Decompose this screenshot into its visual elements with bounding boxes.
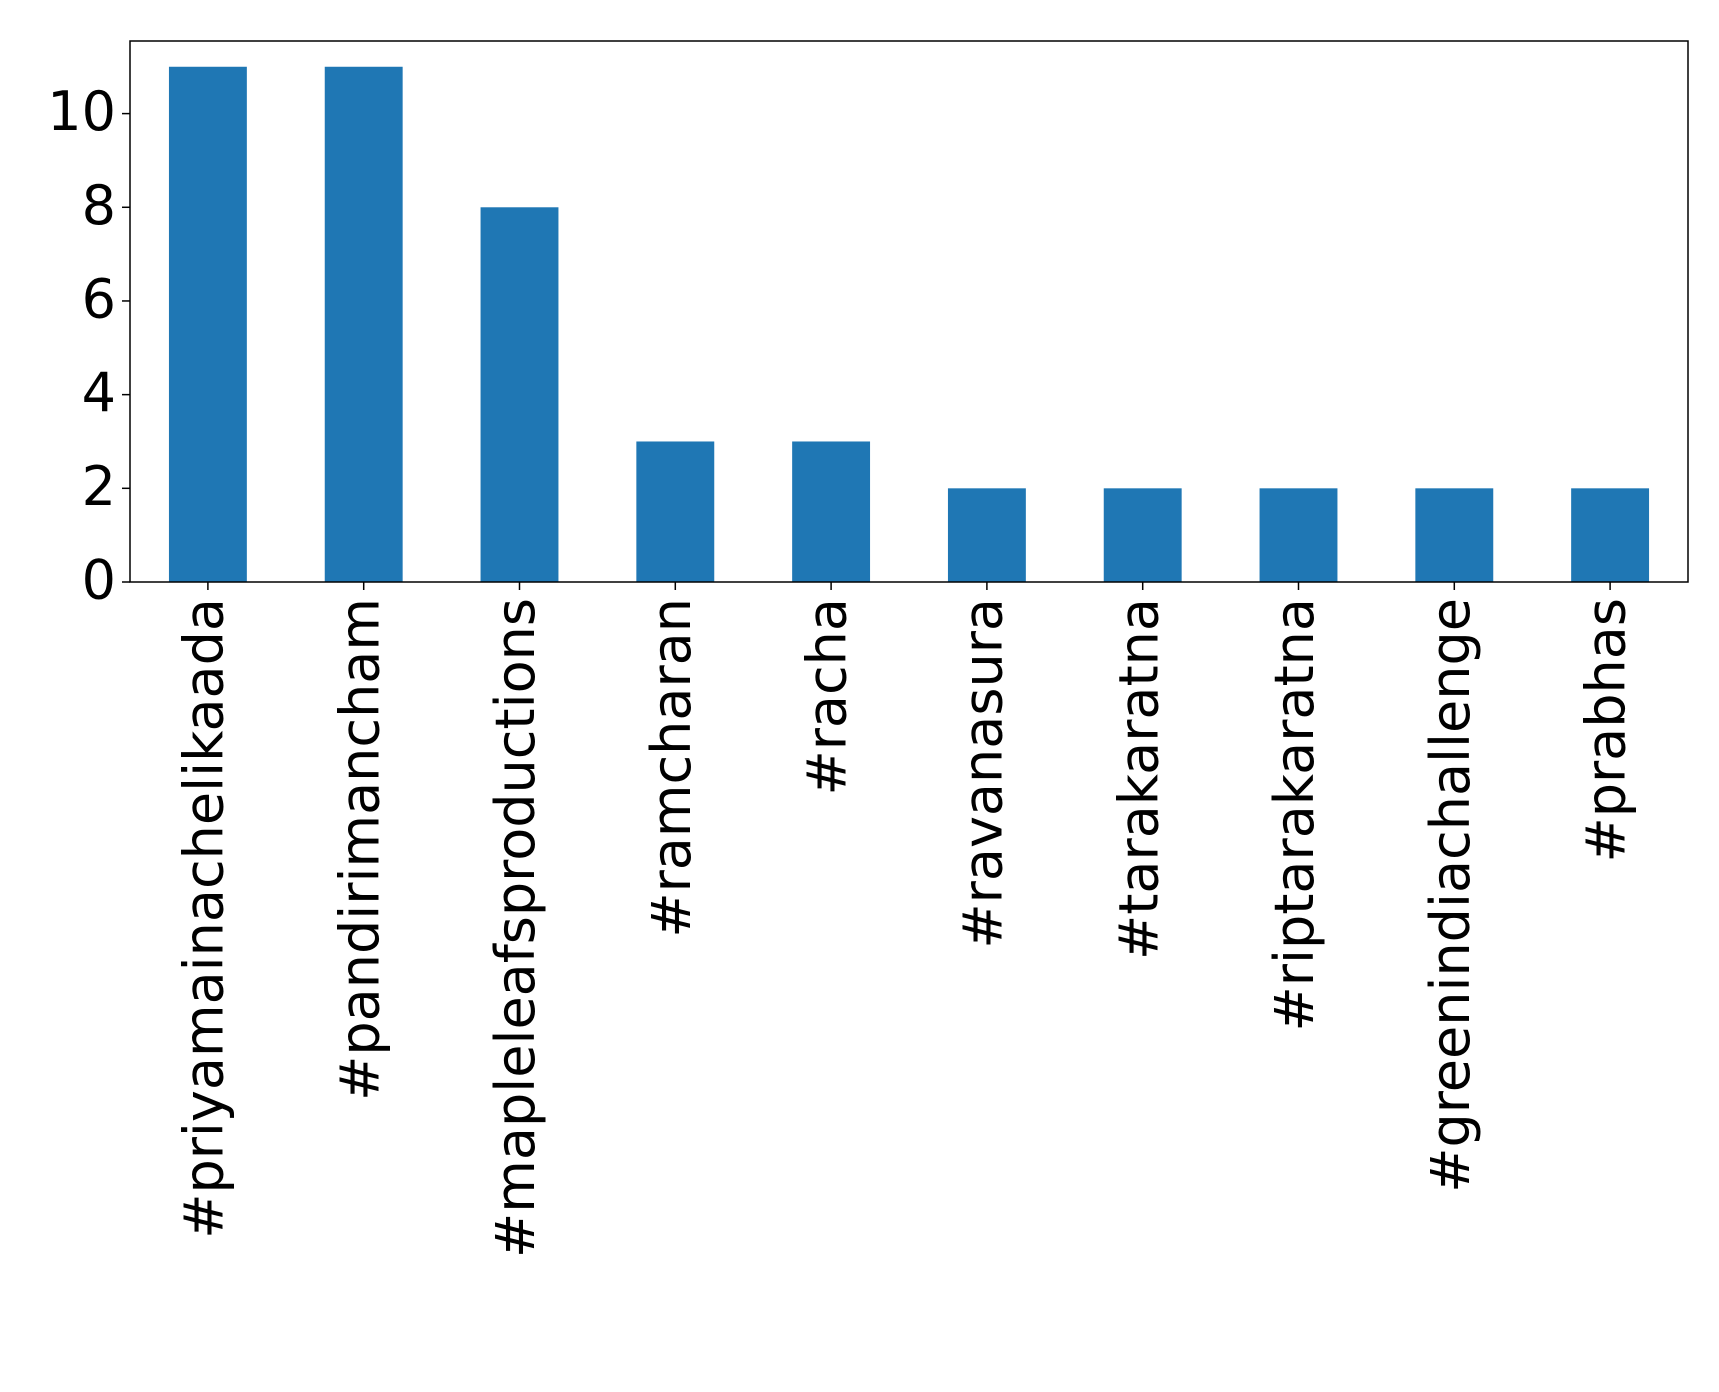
x-tick-label: #ravanasura bbox=[952, 598, 1015, 949]
y-tick-label: 10 bbox=[47, 80, 116, 143]
x-tick-label: #prabhas bbox=[1575, 598, 1638, 863]
x-tick-label: #tarakaratna bbox=[1107, 598, 1170, 960]
bar bbox=[1571, 488, 1650, 582]
x-tick-label: #racha bbox=[796, 598, 859, 796]
bar bbox=[1259, 488, 1338, 582]
bar bbox=[480, 207, 559, 583]
y-tick-label: 0 bbox=[82, 549, 116, 612]
y-tick-label: 6 bbox=[82, 268, 116, 331]
x-tick-label: #ramcharan bbox=[640, 598, 703, 938]
y-tick-label: 4 bbox=[82, 361, 116, 424]
bar bbox=[636, 441, 715, 582]
bar bbox=[792, 441, 871, 582]
bar bbox=[324, 66, 403, 582]
y-tick-label: 2 bbox=[82, 455, 116, 518]
plot-frame bbox=[129, 40, 1689, 583]
x-tick-label: #mapleleafsproductions bbox=[484, 598, 547, 1258]
x-tick-label: #priyamainachelikaada bbox=[173, 598, 236, 1239]
bar bbox=[168, 66, 247, 582]
x-tick-label: #greenindiachallenge bbox=[1419, 598, 1482, 1193]
x-tick-label: #pandirimancham bbox=[328, 598, 391, 1101]
bar bbox=[1415, 488, 1494, 582]
bar bbox=[1103, 488, 1182, 582]
y-tick-label: 8 bbox=[82, 174, 116, 237]
bar bbox=[947, 488, 1026, 582]
x-tick-label: #riptarakaratna bbox=[1263, 598, 1326, 1031]
